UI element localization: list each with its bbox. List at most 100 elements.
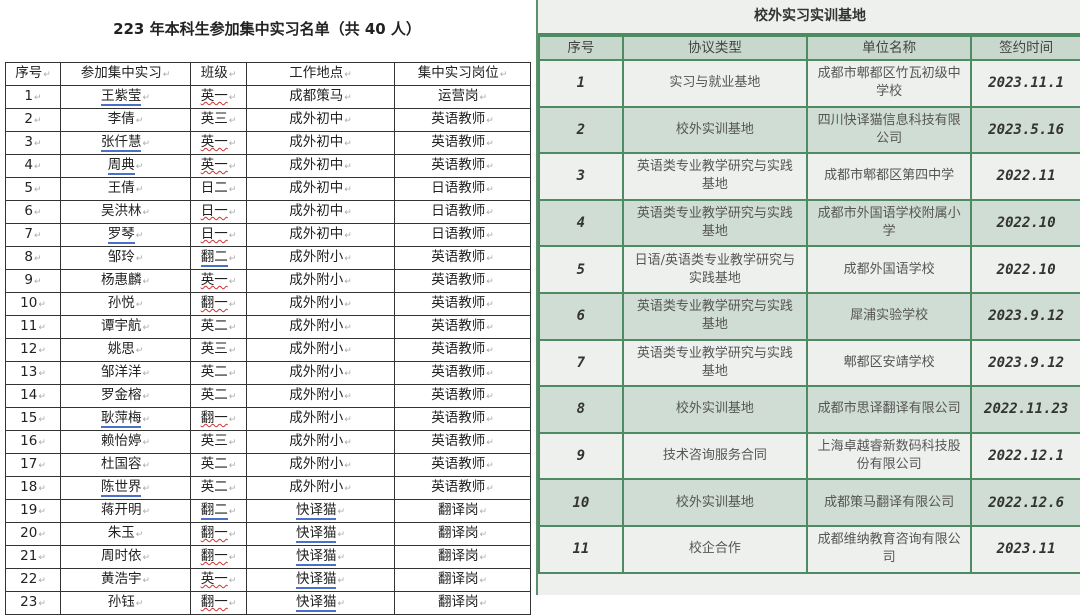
- name-cell: 周时依↵: [60, 545, 191, 569]
- position-cell: 英语教师↵: [394, 108, 531, 132]
- cell-text: 21: [20, 548, 38, 564]
- table-row: 20↵ 朱玉↵ 翻一↵ 快译猫↵ 翻译岗↵: [5, 522, 531, 546]
- seq-cell: 16↵: [5, 430, 61, 454]
- paragraph-mark-icon: ↵: [228, 185, 237, 195]
- name-cell: 张仟慧↵: [60, 131, 191, 155]
- paragraph-mark-icon: ↵: [344, 185, 352, 195]
- seq-cell: 13↵: [5, 361, 61, 385]
- name-cell: 杜国容↵: [60, 453, 191, 477]
- paragraph-mark-icon: ↵: [34, 185, 42, 195]
- paragraph-mark-icon: ↵: [135, 599, 144, 609]
- agreement-type-cell: 校企合作: [621, 524, 809, 574]
- paragraph-mark-icon: ↵: [135, 162, 144, 172]
- name-cell: 邹玲↵: [60, 246, 191, 270]
- location-cell: 成外附小↵: [246, 269, 395, 293]
- sign-date-cell: 2022.11: [970, 152, 1080, 201]
- sign-date-cell: 2022.12.1: [970, 431, 1080, 481]
- sign-date-cell: 2022.10: [970, 245, 1080, 294]
- paragraph-mark-icon: ↵: [486, 484, 494, 494]
- paragraph-mark-icon: ↵: [228, 162, 237, 172]
- cell-text: 邹洋洋: [100, 364, 142, 380]
- paragraph-mark-icon: ↵: [344, 116, 352, 126]
- table-row: 7 英语类专业教学研究与实践基地 郫都区安靖学校 2023.9.12: [538, 338, 1080, 388]
- paragraph-mark-icon: ↵: [344, 277, 352, 287]
- cell-text: 英一: [200, 88, 228, 104]
- class-cell: 翻二↵: [190, 499, 247, 523]
- cell-text: 18: [20, 479, 38, 495]
- table-row: 10↵ 孙悦↵ 翻一↵ 成外附小↵ 英语教师↵: [5, 292, 531, 316]
- cell-text: 4: [24, 157, 34, 173]
- seq-cell: 17↵: [5, 453, 61, 477]
- cell-text: 周时依: [100, 548, 142, 564]
- position-cell: 英语教师↵: [394, 476, 531, 500]
- name-cell: 陈世界↵: [60, 476, 191, 500]
- table-row: 9 技术咨询服务合同 上海卓越睿新数码科技股份有限公司 2022.12.1: [538, 431, 1080, 481]
- paragraph-mark-icon: ↵: [479, 553, 488, 563]
- cell-text: 成外初中: [289, 180, 344, 196]
- class-cell: 翻一↵: [190, 522, 247, 546]
- cell-text: 杜国容: [100, 456, 142, 472]
- cell-text: 成外附小: [289, 249, 344, 265]
- cell-text: 快译猫: [295, 571, 337, 589]
- cell-text: 杨惠麟: [100, 272, 142, 288]
- cell-text: 14: [20, 387, 38, 403]
- paragraph-mark-icon: ↵: [34, 93, 42, 103]
- position-cell: 英语教师↵: [394, 430, 531, 454]
- cell-text: 英三: [200, 111, 228, 127]
- table-row: 6 英语类专业教学研究与实践基地 犀浦实验学校 2023.9.12: [538, 291, 1080, 341]
- table-header-row: 序号 协议类型 单位名称 签约时间: [538, 35, 1080, 61]
- class-cell: 日一↵: [190, 223, 247, 247]
- name-cell: 耿萍梅↵: [60, 407, 191, 431]
- table-row: 14↵ 罗金榕↵ 英二↵ 成外附小↵ 英语教师↵: [5, 384, 531, 408]
- cell-text: 日语教师: [431, 180, 486, 196]
- paragraph-mark-icon: ↵: [344, 93, 352, 103]
- training-base-table: 序号 协议类型 单位名称 签约时间 1 实习与就业基地 成都市郫都区竹瓦初级中学校 2023.…: [538, 35, 1080, 574]
- cell-text: 罗琴: [107, 226, 135, 244]
- class-cell: 英一↵: [190, 154, 247, 178]
- paragraph-mark-icon: ↵: [228, 438, 237, 448]
- paragraph-mark-icon: ↵: [486, 438, 494, 448]
- internship-list-document: 223 年本科生参加集中实习名单（共 40 人） 序号↵ 参加集中实习↵ 班级↵ 工作…: [0, 0, 534, 615]
- cell-text: 成外初中: [289, 134, 344, 150]
- location-cell: 成外附小↵: [246, 292, 395, 316]
- paragraph-mark-icon: ↵: [486, 415, 494, 425]
- paragraph-mark-icon: ↵: [38, 576, 46, 586]
- cell-text: 英语教师: [431, 364, 486, 380]
- agreement-type-cell: 英语类专业教学研究与实践基地: [621, 152, 809, 201]
- cell-text: 成外附小: [289, 364, 344, 380]
- organization-cell: 成都市思译翻译有限公司: [805, 385, 973, 434]
- paragraph-mark-icon: ↵: [135, 116, 144, 126]
- paragraph-mark-icon: ↵: [479, 93, 488, 103]
- cell-text: 翻一: [200, 295, 228, 311]
- location-cell: 成外附小↵: [246, 338, 395, 362]
- paragraph-mark-icon: ↵: [228, 70, 237, 80]
- column-header: 班级↵: [190, 62, 247, 86]
- paragraph-mark-icon: ↵: [344, 162, 352, 172]
- cell-text: 翻译岗: [437, 502, 479, 518]
- name-cell: 吴洪林↵: [60, 200, 191, 224]
- paragraph-mark-icon: ↵: [479, 599, 488, 609]
- cell-text: 李倩: [107, 111, 135, 127]
- cell-text: 翻二: [200, 249, 228, 267]
- sign-date-cell: 2023.9.12: [970, 338, 1080, 388]
- table-row: 18↵ 陈世界↵ 英二↵ 成外附小↵ 英语教师↵: [5, 476, 531, 500]
- cell-text: 罗金榕: [100, 387, 142, 403]
- internship-student-table: 序号↵ 参加集中实习↵ 班级↵ 工作地点↵ 集中实习岗位↵ 1↵ 王紫莹↵ 英一↵ 成都策马↵ 运…: [5, 62, 531, 615]
- cell-text: 英语教师: [431, 456, 486, 472]
- paragraph-mark-icon: ↵: [38, 392, 46, 402]
- position-cell: 日语教师↵: [394, 177, 531, 201]
- paragraph-mark-icon: ↵: [228, 553, 237, 563]
- cell-text: 序号: [15, 65, 43, 81]
- cell-text: 英三: [200, 433, 228, 449]
- cell-text: 英一: [200, 134, 228, 150]
- cell-text: 快译猫: [295, 594, 337, 612]
- table-row: 5↵ 王倩↵ 日二↵ 成外初中↵ 日语教师↵: [5, 177, 531, 201]
- name-cell: 蒋开明↵: [60, 499, 191, 523]
- paragraph-mark-icon: ↵: [228, 507, 237, 517]
- table-row: 21↵ 周时依↵ 翻一↵ 快译猫↵ 翻译岗↵: [5, 545, 531, 569]
- seq-cell: 12↵: [5, 338, 61, 362]
- paragraph-mark-icon: ↵: [486, 300, 494, 310]
- paragraph-mark-icon: ↵: [228, 254, 237, 264]
- location-cell: 成外附小↵: [246, 407, 395, 431]
- cell-text: 成都策马: [289, 88, 344, 104]
